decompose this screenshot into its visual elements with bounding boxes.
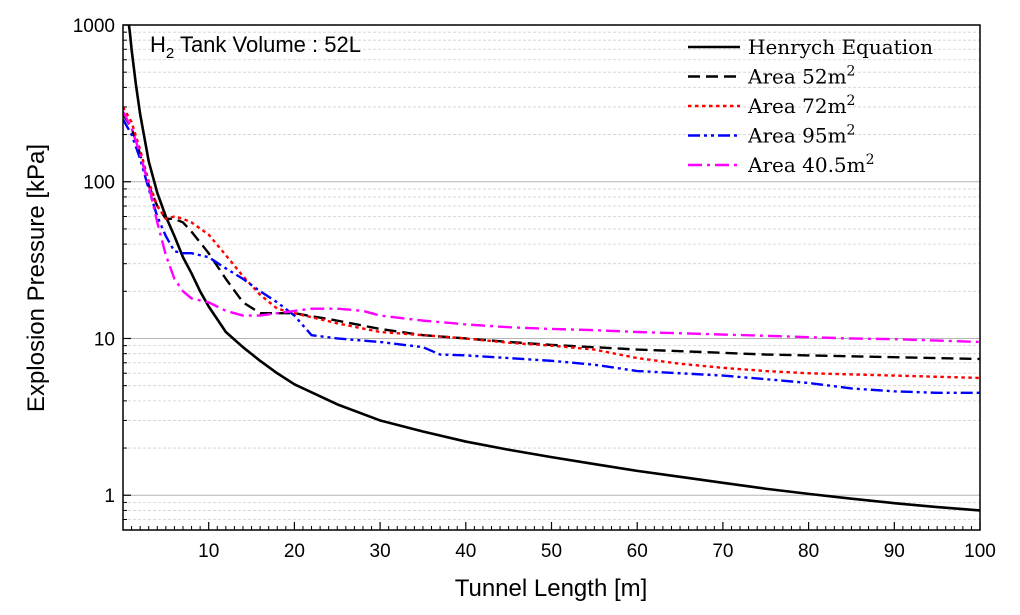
y-tick-label: 100 bbox=[83, 173, 115, 194]
legend: Henrych Equation Area 52m2 Area 72m2 Area 9… bbox=[688, 35, 933, 177]
x-tick-label: 50 bbox=[541, 541, 562, 562]
tank-volume-annotation: H2 Tank Volume : 52L bbox=[150, 32, 361, 62]
x-tick-label: 70 bbox=[712, 541, 733, 562]
series-line-4 bbox=[123, 118, 980, 395]
legend-label-4: Area 95m2 bbox=[747, 123, 855, 148]
x-tick-label: 10 bbox=[198, 541, 219, 562]
legend-label-3: Area 72m2 bbox=[747, 93, 855, 118]
y-axis-title: Explosion Pressure [kPa] bbox=[23, 144, 50, 412]
x-tick-label: 20 bbox=[284, 541, 305, 562]
x-tick-label: 30 bbox=[370, 541, 391, 562]
legend-label-1: Henrych Equation bbox=[748, 35, 933, 59]
x-tick-label: 80 bbox=[798, 541, 819, 562]
series-line-1 bbox=[127, 25, 980, 512]
series-line-2 bbox=[123, 113, 980, 361]
x-tick-label: 40 bbox=[455, 541, 476, 562]
plot-area bbox=[123, 25, 980, 512]
series-line-5 bbox=[123, 111, 980, 344]
legend-label-2: Area 52m2 bbox=[747, 64, 855, 89]
y-tick-label: 1000 bbox=[73, 16, 115, 37]
y-tick-label: 10 bbox=[94, 329, 115, 350]
series-line-3 bbox=[123, 106, 980, 380]
x-tick-label: 90 bbox=[884, 541, 905, 562]
x-axis-title: Tunnel Length [m] bbox=[455, 575, 648, 602]
legend-label-5: Area 40.5m2 bbox=[747, 152, 875, 177]
y-tick-label: 1 bbox=[104, 486, 115, 507]
x-tick-label: 60 bbox=[627, 541, 648, 562]
x-tick-label: 100 bbox=[964, 541, 996, 562]
